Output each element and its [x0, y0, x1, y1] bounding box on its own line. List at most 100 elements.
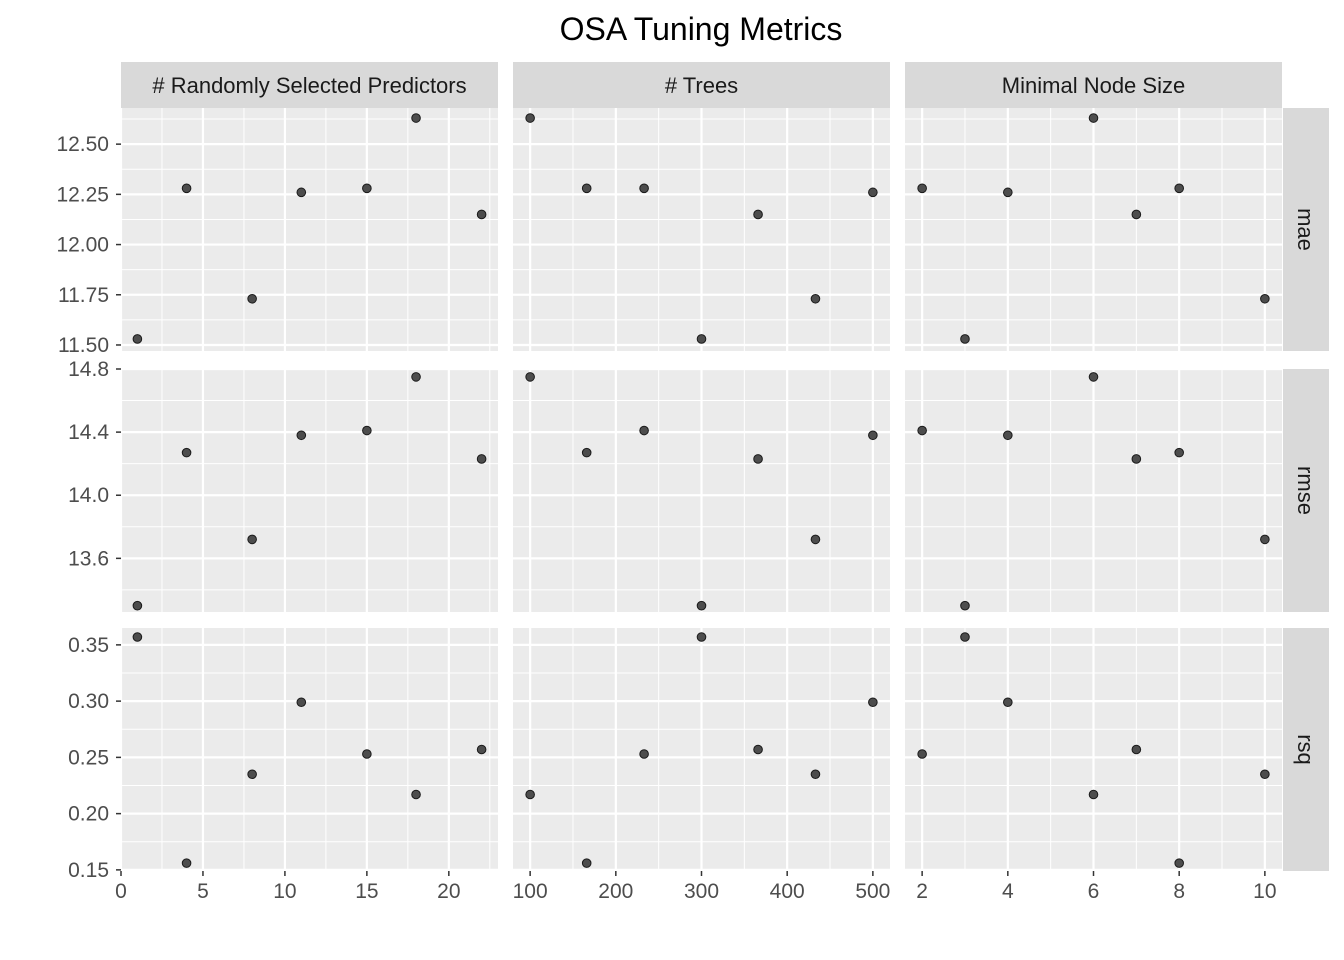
x-tick-label: 400	[770, 880, 805, 903]
data-point	[247, 534, 257, 545]
y-tick-label: 11.50	[58, 334, 109, 357]
data-point	[1131, 209, 1142, 220]
y-axis-rmse: 13.6 14.0 14.4 14.8	[68, 358, 121, 570]
gridlines	[905, 369, 1282, 612]
data-point	[362, 749, 372, 759]
y-tick-label: 0.35	[68, 634, 109, 657]
data-point	[753, 209, 763, 220]
data-point	[639, 425, 649, 436]
data-point	[639, 749, 649, 759]
points	[525, 113, 878, 344]
x-tick-label: 10	[1253, 880, 1276, 903]
panel-background	[121, 628, 498, 871]
data-point	[181, 183, 192, 194]
data-point	[296, 697, 307, 708]
x-tick-label: 8	[1173, 880, 1185, 903]
strip-background	[121, 62, 498, 108]
x-axis-randomly-selected-predictors: 0 5 10 15 20	[115, 871, 461, 903]
y-tick-label: 0.25	[68, 746, 109, 769]
strip-label: rmse	[1293, 466, 1318, 515]
x-tick-label: 6	[1088, 880, 1100, 903]
gridlines	[121, 628, 498, 871]
gridlines	[121, 108, 498, 351]
y-tick-label: 14.8	[68, 358, 109, 381]
data-point	[411, 789, 421, 800]
data-point	[1003, 430, 1013, 441]
data-point	[525, 372, 535, 382]
panel-rsq-minimal-node-size	[905, 628, 1282, 871]
x-tick-label: 15	[355, 880, 378, 903]
data-point	[868, 697, 878, 708]
data-point	[411, 113, 421, 123]
y-tick-label: 12.00	[56, 234, 109, 257]
data-point	[917, 749, 927, 759]
points	[917, 372, 1270, 611]
strip-background	[1283, 628, 1329, 871]
points	[132, 632, 487, 868]
y-tick-label: 0.20	[68, 803, 109, 826]
strip-background	[1283, 369, 1329, 612]
x-axis-minimal-node-size: 2 4 6 8 10	[916, 871, 1277, 903]
data-point	[247, 769, 257, 780]
data-point	[868, 430, 878, 441]
data-point	[1088, 113, 1099, 123]
data-point	[525, 113, 535, 123]
x-axis-trees: 100 200 300 400 500	[513, 871, 890, 903]
strip-minimal-node-size: Minimal Node Size	[905, 62, 1282, 108]
data-point	[476, 744, 487, 755]
x-tick-label: 4	[1002, 880, 1014, 903]
data-point	[639, 183, 649, 194]
data-point	[1260, 534, 1270, 545]
panel-mae-minimal-node-size	[905, 108, 1282, 351]
chart-title: OSA Tuning Metrics	[560, 11, 843, 47]
data-point	[753, 454, 763, 464]
strip-rsq: rsq	[1283, 628, 1329, 871]
data-point	[476, 454, 487, 464]
x-tick-label: 500	[855, 880, 890, 903]
data-point	[1131, 744, 1142, 755]
panel-mae-randomly-selected-predictors	[121, 108, 498, 351]
gridlines	[513, 628, 890, 871]
data-point	[696, 600, 707, 611]
points	[917, 113, 1270, 344]
data-point	[960, 600, 970, 611]
strip-randomly-selected-predictors: # Randomly Selected Predictors	[121, 62, 498, 108]
panel-background	[121, 108, 498, 351]
x-tick-label: 5	[197, 880, 209, 903]
data-point	[181, 447, 192, 458]
x-tick-label: 0	[115, 880, 127, 903]
data-point	[362, 183, 372, 194]
data-point	[810, 534, 821, 545]
panel-background	[121, 369, 498, 612]
data-point	[1003, 697, 1013, 708]
gridlines	[905, 628, 1282, 871]
data-point	[525, 789, 535, 800]
panel-rmse-minimal-node-size	[905, 369, 1282, 612]
y-tick-label: 0.15	[68, 859, 109, 882]
data-point	[696, 632, 707, 642]
data-point	[1174, 858, 1184, 868]
data-point	[132, 632, 143, 642]
strip-label: # Trees	[665, 73, 738, 98]
strip-background	[513, 62, 890, 108]
data-point	[960, 334, 970, 344]
strip-trees: # Trees	[513, 62, 890, 108]
x-tick-label: 200	[598, 880, 633, 903]
data-point	[1174, 447, 1184, 458]
x-tick-label: 300	[684, 880, 719, 903]
data-point	[132, 334, 143, 344]
data-point	[960, 632, 970, 642]
data-point	[753, 744, 763, 755]
data-point	[810, 293, 821, 304]
y-tick-label: 12.25	[56, 183, 109, 206]
strip-background	[905, 62, 1282, 108]
data-point	[581, 183, 592, 194]
x-tick-label: 2	[916, 880, 928, 903]
points	[132, 113, 487, 344]
y-tick-label: 11.75	[58, 284, 109, 307]
data-point	[411, 372, 421, 382]
y-tick-label: 13.6	[68, 547, 109, 570]
x-tick-label: 20	[437, 880, 460, 903]
data-point	[810, 769, 821, 780]
